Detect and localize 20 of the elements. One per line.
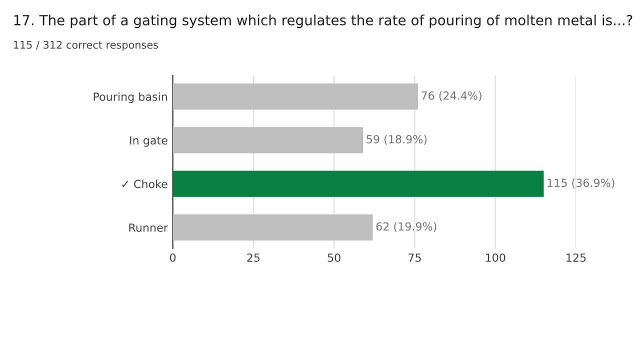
y-tick-label: Runner xyxy=(129,224,168,232)
data-label: 76 (24.4%) xyxy=(422,91,482,102)
text: 115 / 312 correct responses xyxy=(14,40,158,51)
bar xyxy=(172,170,544,197)
y-tick-label: In gate xyxy=(130,136,168,147)
x-tick-label: 125 xyxy=(566,253,586,262)
x-tick-label: 75 xyxy=(408,254,421,262)
chart-title: 17. The part of a gating system which regulates the rate of pouring of molten metal is...? xyxy=(14,14,632,28)
data-label: 115 (36.9%) xyxy=(548,178,614,188)
y-tick-label: Pouring basin xyxy=(94,92,167,104)
bar xyxy=(172,214,373,241)
x-tick-label: 0 xyxy=(170,253,176,262)
data-label: 59 (18.9%) xyxy=(366,134,427,145)
x-tick-label: 25 xyxy=(247,253,260,262)
x-tick-label: 100 xyxy=(486,253,506,262)
bar xyxy=(172,127,364,154)
bar xyxy=(172,83,418,110)
y-tick-label: ✓ Choke xyxy=(122,180,168,188)
data-label: 62 (19.9%) xyxy=(376,222,436,232)
x-tick-label: 50 xyxy=(328,253,340,262)
